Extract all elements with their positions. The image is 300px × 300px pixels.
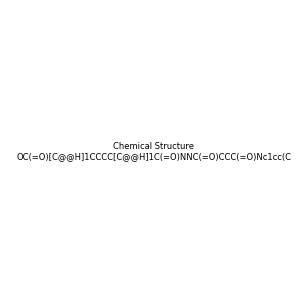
Text: Chemical Structure
OC(=O)[C@@H]1CCCC[C@@H]1C(=O)NNC(=O)CCC(=O)Nc1cc(C: Chemical Structure OC(=O)[C@@H]1CCCC[C@@… [16,142,291,161]
